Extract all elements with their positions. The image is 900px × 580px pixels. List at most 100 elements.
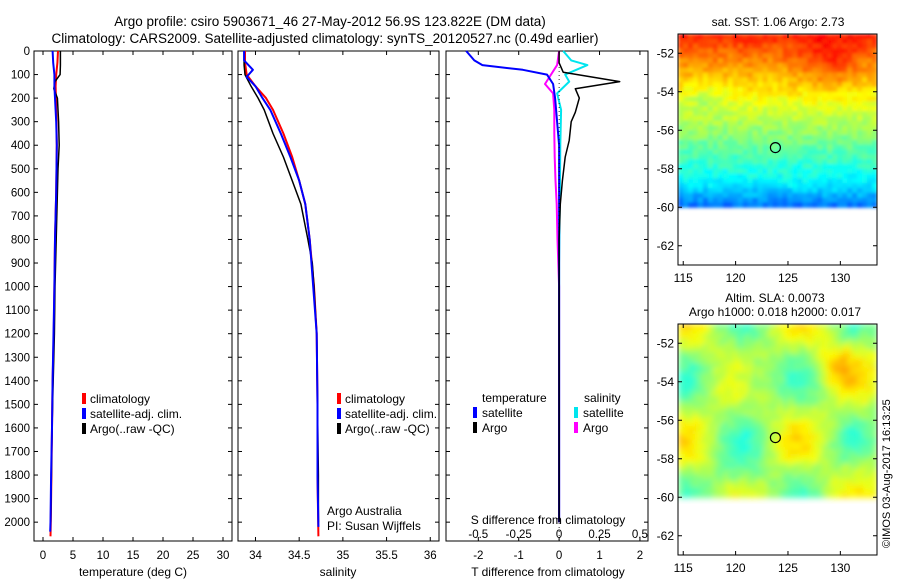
map-cell [727, 328, 734, 335]
map-cell [687, 362, 694, 368]
map-cell [787, 188, 794, 194]
map-cell [822, 130, 828, 136]
map-cell [792, 401, 798, 407]
map-cell [832, 324, 838, 330]
map-cell [862, 338, 868, 344]
map-cell [752, 362, 759, 368]
map-cell [678, 425, 684, 431]
map-cell [732, 111, 739, 117]
map-cell [782, 139, 789, 146]
map-cell [742, 453, 749, 460]
map-cell [832, 178, 838, 184]
map-cell [807, 362, 813, 368]
map-cell [757, 482, 764, 489]
map-cell [682, 67, 689, 74]
map-cell [802, 111, 808, 117]
map-cell [837, 434, 843, 441]
map-cell [852, 125, 858, 131]
map-cell [822, 348, 828, 354]
map-cell [817, 405, 823, 412]
map-cell [842, 449, 848, 455]
map-cell [832, 444, 838, 450]
map-cell [772, 183, 779, 189]
map-cell [727, 434, 734, 441]
map-cell [772, 473, 779, 479]
map-cell [687, 492, 694, 498]
map-cell [782, 197, 789, 204]
map-cell [772, 376, 779, 383]
map-cell [678, 343, 684, 349]
map-cell [678, 324, 684, 330]
map-cell [782, 333, 789, 340]
map-cell [807, 333, 813, 340]
map-cell [827, 58, 833, 64]
map-cell [872, 444, 877, 450]
map-cell [832, 492, 838, 498]
map-cell [872, 482, 877, 489]
map-cell [842, 77, 848, 83]
map-cell [792, 478, 798, 484]
map-cell [737, 348, 744, 354]
map-cell [762, 324, 769, 330]
map-cell [832, 396, 838, 402]
map-cell [867, 324, 873, 330]
map-cell [712, 362, 719, 368]
map-cell [847, 343, 853, 349]
map-cell [812, 453, 818, 460]
map-cell [817, 429, 823, 436]
map-cell [747, 324, 754, 330]
map-cell [872, 178, 877, 184]
map-cell [678, 120, 684, 127]
map-cell [802, 473, 808, 479]
map-cell [792, 159, 798, 165]
map-cell [842, 458, 848, 465]
map-cell [777, 439, 784, 445]
map-cell [862, 333, 868, 340]
map-cell [747, 410, 754, 417]
map-cell [752, 144, 759, 151]
map-cell [717, 111, 724, 117]
map-cell [712, 130, 719, 136]
map-cell [712, 38, 719, 45]
map-cell [817, 410, 823, 417]
map-cell [712, 415, 719, 421]
map-cell [762, 458, 769, 465]
map-cell [807, 328, 813, 335]
map-cell [837, 101, 843, 107]
map-cell [678, 468, 684, 474]
map-cell [782, 173, 789, 179]
map-cell [807, 458, 813, 465]
map-cell [867, 111, 873, 117]
map-cell [767, 473, 774, 479]
map-cell [872, 139, 877, 146]
map-cell [832, 338, 838, 344]
map-cell [772, 67, 779, 74]
map-cell [827, 352, 833, 359]
map-cell [832, 130, 838, 136]
map-cell [842, 192, 848, 199]
map-cell [842, 487, 848, 494]
map-cell [678, 405, 684, 412]
map-cell [812, 183, 818, 189]
map-cell [817, 324, 823, 330]
map-cell [792, 482, 798, 489]
map-cell [772, 396, 779, 402]
map-cell [732, 482, 739, 489]
map-cell [702, 357, 709, 364]
map-cell [762, 328, 769, 335]
map-cell [678, 139, 684, 146]
map-cell [822, 178, 828, 184]
map-cell [802, 58, 808, 64]
salinity-depth-ticks [238, 50, 439, 523]
map-cell [737, 154, 744, 160]
map-cell [762, 482, 769, 489]
map-cell [762, 130, 769, 136]
map-cell [802, 178, 808, 184]
map-cell [678, 420, 684, 426]
map-cell [682, 410, 689, 417]
map-cell [682, 487, 689, 494]
map-cell [847, 376, 853, 383]
map-cell [832, 468, 838, 474]
map-cell [842, 367, 848, 373]
map-cell [837, 173, 843, 179]
